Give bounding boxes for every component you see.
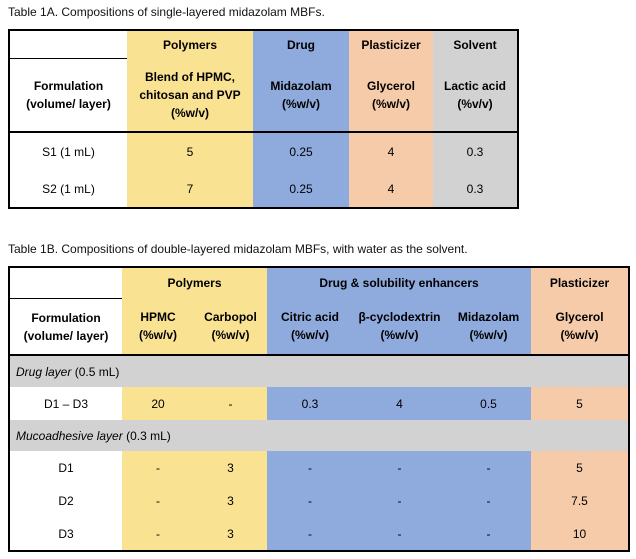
table-row-s2: S2 (1 mL) 7 0.25 4 0.3: [9, 170, 518, 208]
section-label: Drug layer: [16, 364, 72, 379]
cell-midazolam: 0.25: [253, 132, 349, 170]
cell-beta-cyclodextrin: -: [353, 484, 446, 517]
cell-glycerol: 7.5: [531, 484, 630, 517]
table-1a-column-header-row: Formulation (volume/ layer) Blend of HPM…: [9, 58, 518, 133]
section-cell: Mucoadhesive layer (0.3 mL): [9, 420, 630, 451]
cell-carbopol: 3: [194, 517, 267, 551]
cell-formulation: D1: [9, 451, 122, 484]
cell-midazolam: 0.5: [446, 387, 532, 420]
col-header-carbopol: Carbopol (%w/v): [194, 298, 267, 356]
table-1b: Polymers Drug & solubility enhancers Pla…: [8, 266, 631, 552]
cell-hpmc: -: [122, 451, 194, 484]
cell-glycerol: 5: [531, 387, 630, 420]
cell-beta-cyclodextrin: 4: [353, 387, 446, 420]
group-header-drug-solubility-enhancers: Drug & solubility enhancers: [267, 267, 532, 299]
cell-midazolam: -: [446, 517, 532, 551]
cell-polymer: 5: [127, 132, 253, 170]
cell-citric-acid: -: [267, 517, 353, 551]
table-row-d1-d3: D1 – D3 20 - 0.3 4 0.5 5: [9, 387, 630, 420]
section-volume: (0.3 mL): [126, 428, 171, 443]
table-row-d2: D2 - 3 - - - 7.5: [9, 484, 630, 517]
cell-formulation: D3: [9, 517, 122, 551]
cell-lactic-acid: 0.3: [433, 170, 518, 208]
group-header-polymers: Polymers: [122, 267, 267, 299]
col-header-polymer-blend: Blend of HPMC, chitosan and PVP (%w/v): [127, 58, 253, 133]
cell-citric-acid: 0.3: [267, 387, 353, 420]
col-header-formulation: Formulation (volume/ layer): [9, 298, 122, 356]
cell-formulation: S2 (1 mL): [9, 170, 127, 208]
cell-hpmc: 20: [122, 387, 194, 420]
cell-midazolam: -: [446, 484, 532, 517]
table-row-d3: D3 - 3 - - - 10: [9, 517, 630, 551]
cell-glycerol: 10: [531, 517, 630, 551]
section-cell: Drug layer (0.5 mL): [9, 355, 630, 387]
table-1b-caption: Table 1B. Compositions of double-layered…: [8, 242, 468, 256]
cell-midazolam: -: [446, 451, 532, 484]
group-header-solvent: Solvent: [433, 30, 518, 59]
table-1a-corner-cell: [9, 30, 127, 59]
col-header-glycerol: Glycerol (%w/v): [531, 298, 630, 356]
cell-glycerol: 4: [349, 132, 433, 170]
group-header-polymers: Polymers: [127, 30, 253, 59]
table-row-d1: D1 - 3 - - - 5: [9, 451, 630, 484]
cell-citric-acid: -: [267, 484, 353, 517]
col-header-lactic-acid: Lactic acid (%v/v): [433, 58, 518, 133]
table-1b-corner-cell: [9, 267, 122, 299]
cell-formulation: D2: [9, 484, 122, 517]
cell-carbopol: 3: [194, 484, 267, 517]
col-header-beta-cyclodextrin: β-cyclodextrin (%w/v): [353, 298, 446, 356]
group-header-plasticizer: Plasticizer: [531, 267, 630, 299]
section-label: Mucoadhesive layer: [16, 428, 123, 443]
table-row-s1: S1 (1 mL) 5 0.25 4 0.3: [9, 132, 518, 170]
cell-glycerol: 5: [531, 451, 630, 484]
col-header-hpmc: HPMC (%w/v): [122, 298, 194, 356]
cell-beta-cyclodextrin: -: [353, 451, 446, 484]
table-1a-group-header-row: Polymers Drug Plasticizer Solvent: [9, 30, 518, 59]
section-row-mucoadhesive-layer: Mucoadhesive layer (0.3 mL): [9, 420, 630, 451]
section-row-drug-layer: Drug layer (0.5 mL): [9, 355, 630, 387]
table-1a: Polymers Drug Plasticizer Solvent Formul…: [8, 29, 519, 209]
cell-formulation: S1 (1 mL): [9, 132, 127, 170]
cell-formulation: D1 – D3: [9, 387, 122, 420]
cell-citric-acid: -: [267, 451, 353, 484]
col-header-citric-acid: Citric acid (%w/v): [267, 298, 353, 356]
col-header-midazolam: Midazolam (%w/v): [446, 298, 532, 356]
cell-carbopol: -: [194, 387, 267, 420]
cell-hpmc: -: [122, 484, 194, 517]
section-volume: (0.5 mL): [74, 364, 120, 379]
cell-polymer: 7: [127, 170, 253, 208]
cell-midazolam: 0.25: [253, 170, 349, 208]
group-header-drug: Drug: [253, 30, 349, 59]
col-header-midazolam: Midazolam (%w/v): [253, 58, 349, 133]
table-1b-column-header-row: Formulation (volume/ layer) HPMC (%w/v) …: [9, 298, 630, 356]
cell-hpmc: -: [122, 517, 194, 551]
col-header-formulation: Formulation (volume/ layer): [9, 58, 127, 133]
cell-beta-cyclodextrin: -: [353, 517, 446, 551]
cell-lactic-acid: 0.3: [433, 132, 518, 170]
cell-carbopol: 3: [194, 451, 267, 484]
col-header-glycerol: Glycerol (%w/v): [349, 58, 433, 133]
group-header-plasticizer: Plasticizer: [349, 30, 433, 59]
cell-glycerol: 4: [349, 170, 433, 208]
table-1b-group-header-row: Polymers Drug & solubility enhancers Pla…: [9, 267, 630, 299]
table-1a-caption: Table 1A. Compositions of single-layered…: [8, 5, 325, 19]
